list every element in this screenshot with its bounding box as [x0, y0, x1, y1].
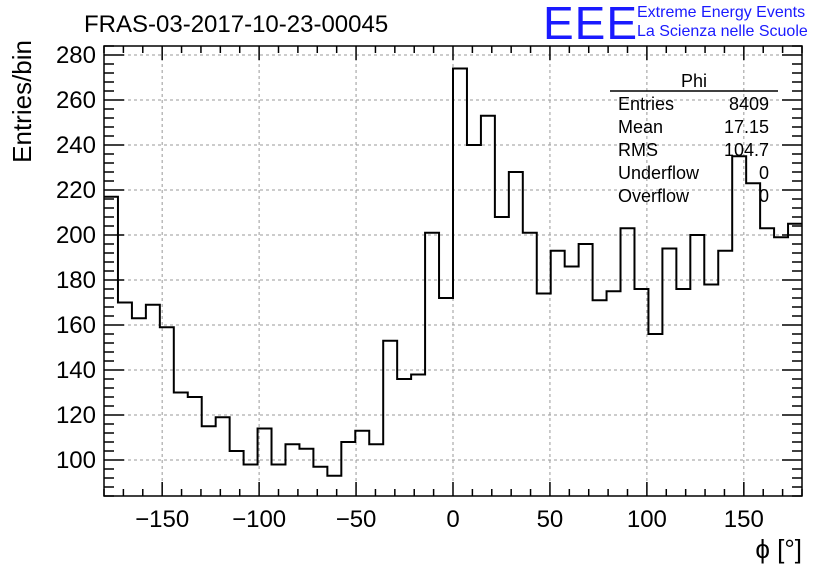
stats-row-value: 17.15 [724, 117, 769, 137]
y-tick-label: 200 [56, 222, 96, 249]
eee-logo-line1: Extreme Energy Events [637, 4, 806, 21]
y-tick-label: 180 [56, 267, 96, 294]
y-tick-labels: 100 120 140 160 180 200 220 240 260 280 [56, 42, 96, 474]
stats-row-label: Mean [618, 117, 663, 137]
y-tick-label: 160 [56, 312, 96, 339]
x-tick-label: 150 [724, 506, 764, 533]
stats-row-value: 104.7 [724, 140, 769, 160]
y-tick-label: 260 [56, 87, 96, 114]
x-tick-label: 0 [446, 506, 459, 533]
stats-box: Phi Entries 8409 Mean 17.15 RMS 104.7 Underflo… [610, 71, 778, 206]
stats-row-label: Overflow [618, 186, 690, 206]
x-axis-label: ϕ [°] [755, 534, 802, 564]
eee-logo-text: Extreme Energy Events La Scienza nelle S… [637, 3, 808, 41]
y-tick-label: 140 [56, 357, 96, 384]
y-tick-label: 100 [56, 447, 96, 474]
histogram-line [104, 67, 802, 477]
stats-row-label: RMS [618, 140, 658, 160]
y-tick-label: 220 [56, 177, 96, 204]
stats-row-value: 0 [759, 163, 769, 183]
x-tick-labels: −150 −100 −50 0 50 100 150 [135, 506, 764, 533]
eee-logo-line2: La Scienza nelle Scuole [637, 23, 808, 40]
y-axis-label: Entries/bin [7, 40, 37, 163]
stats-row-label: Entries [618, 94, 674, 114]
axis-ticks [103, 45, 803, 497]
eee-logo: EEE [543, 0, 639, 49]
y-tick-label: 240 [56, 132, 96, 159]
stats-box-title: Phi [681, 71, 707, 91]
x-tick-label: −50 [336, 506, 377, 533]
chart-title: FRAS-03-2017-10-23-00045 [84, 11, 388, 38]
x-tick-label: 50 [537, 506, 564, 533]
y-tick-label: 120 [56, 402, 96, 429]
stats-row-label: Underflow [618, 163, 700, 183]
stats-row-value: 8409 [729, 94, 769, 114]
x-tick-label: −100 [232, 506, 286, 533]
stats-row-value: 0 [759, 186, 769, 206]
y-tick-label: 280 [56, 42, 96, 69]
x-tick-label: 100 [627, 506, 667, 533]
x-tick-label: −150 [135, 506, 189, 533]
